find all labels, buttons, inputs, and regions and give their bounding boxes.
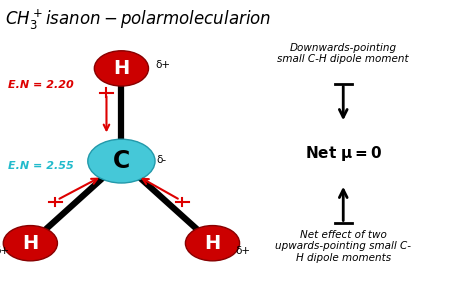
Text: $\mathbf{\it{CH_3^+}}$$\mathbf{\it{ is a non-polar molecular ion}}$: $\mathbf{\it{CH_3^+}}$$\mathbf{\it{ is a…: [5, 8, 271, 32]
Text: δ+: δ+: [155, 60, 170, 70]
Text: Net effect of two
upwards-pointing small C-
H dipole moments: Net effect of two upwards-pointing small…: [275, 230, 411, 263]
Text: δ-: δ-: [156, 155, 166, 164]
Text: H: H: [205, 234, 220, 253]
Text: E.N = 2.20: E.N = 2.20: [8, 80, 74, 90]
Text: H: H: [113, 59, 129, 78]
Text: $\mathbf{Net}$ $\mathbf{\mu = 0}$: $\mathbf{Net}$ $\mathbf{\mu = 0}$: [304, 144, 382, 163]
Text: δ+: δ+: [0, 246, 9, 256]
Circle shape: [94, 51, 149, 86]
Text: C: C: [113, 149, 130, 173]
Circle shape: [185, 226, 240, 261]
Text: H: H: [22, 234, 38, 253]
Text: Downwards-pointing
small C-H dipole moment: Downwards-pointing small C-H dipole mome…: [277, 43, 409, 64]
Text: E.N = 2.55: E.N = 2.55: [8, 161, 74, 171]
Circle shape: [3, 226, 57, 261]
Text: δ+: δ+: [235, 246, 250, 256]
Circle shape: [88, 139, 155, 183]
